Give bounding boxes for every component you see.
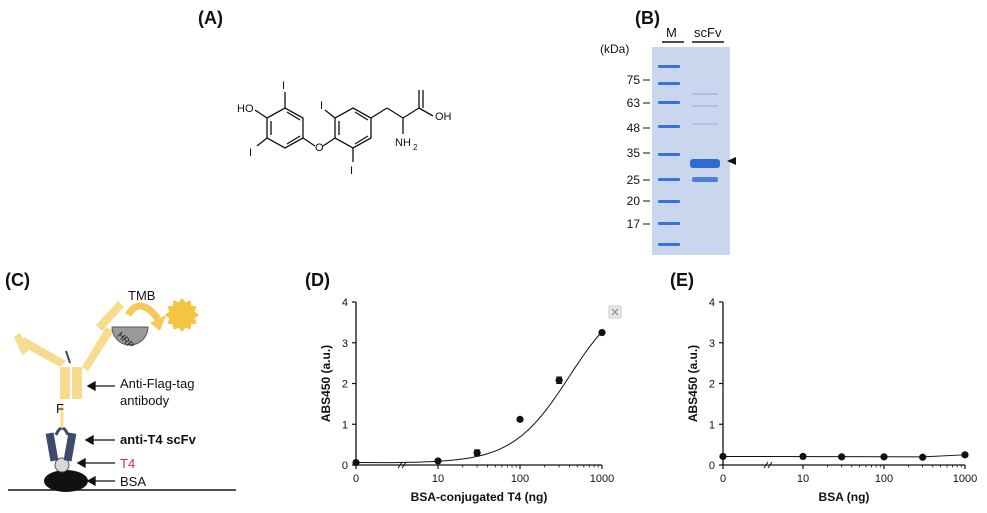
gel-unit-label: (kDa) (600, 42, 629, 56)
x-tick-label: 100 (511, 473, 529, 485)
x-axis-label: BSA-conjugated T4 (ng) (411, 490, 548, 504)
marker-band (658, 243, 680, 246)
marker-band (658, 65, 680, 68)
atom-iodine: I (320, 100, 323, 112)
y-tick-label: 3 (709, 338, 715, 350)
marker-label: 35 (627, 146, 641, 160)
fit-curve (355, 331, 603, 464)
panel-label-e: (E) (670, 270, 694, 290)
lane-label-scfv: scFv (694, 25, 722, 40)
scfv-band-minor (692, 177, 718, 182)
antibody-arm-right (82, 327, 114, 371)
atom-iodine: I (282, 80, 285, 92)
x-tick-label: 0 (353, 473, 359, 485)
data-point (352, 458, 360, 467)
tmb-label: TMB (128, 288, 155, 303)
panel-label-d: (D) (305, 270, 330, 290)
atom-ho: HO (237, 103, 254, 115)
x-tick-label: 10 (432, 473, 444, 485)
atom-nh2: NH (395, 137, 411, 149)
marker-label: 48 (627, 121, 641, 135)
y-tick-label: 1 (709, 419, 715, 431)
y-tick-label: 4 (709, 297, 715, 309)
y-tick-label: 2 (709, 379, 715, 391)
data-point (719, 452, 727, 461)
data-point (961, 451, 969, 459)
tmb-product-icon (165, 298, 199, 332)
panel-label-a: (A) (198, 8, 223, 28)
antibody-label: Anti-Flag-tag (120, 376, 194, 391)
atom-oh: OH (435, 111, 452, 123)
antibody-fc (72, 367, 82, 399)
data-point (516, 415, 524, 423)
y-axis-label: ABS450 (a.u.) (686, 345, 700, 422)
panel-label-c: (C) (5, 270, 30, 290)
band-arrowhead-icon (727, 157, 736, 165)
data-point (919, 453, 927, 461)
x-tick-label: 100 (875, 473, 893, 485)
t4-sphere (54, 457, 70, 473)
marker-label: 63 (627, 96, 641, 110)
data-point (473, 449, 481, 457)
marker-label: 75 (627, 73, 641, 87)
marker-band (658, 125, 680, 128)
tmb-arrow (124, 302, 161, 322)
atom-iodine: I (350, 165, 353, 177)
x-tick-label: 0 (720, 473, 726, 485)
y-tick-label: 0 (342, 460, 348, 472)
t4-label: T4 (120, 456, 135, 471)
antibody-arm-left (20, 337, 66, 367)
x-tick-label: 1000 (953, 473, 977, 485)
elisa-schematic: F HRP TMB Anti-Flag-tag antibody anti-T4… (8, 288, 236, 492)
y-tick-label: 1 (342, 419, 348, 431)
data-point (838, 453, 846, 461)
marker-band (658, 222, 680, 225)
data-point (880, 453, 888, 461)
chart-e: 0 1 2 3 4 0 10 100 1000 BSA (ng) ABS450 (a.u.) (686, 297, 977, 504)
chart-d: 0 1 2 3 4 0 10 100 1000 BSA-conjugated T4 (ng) ABS… (319, 297, 622, 504)
marker-band (658, 200, 680, 203)
flag-tag-label: F (56, 401, 64, 416)
data-point (434, 457, 442, 465)
lane-label-marker: M (666, 25, 677, 40)
marker-band (658, 153, 680, 156)
y-tick-label: 4 (342, 297, 348, 309)
bsa-label: BSA (120, 474, 146, 489)
scfv-label: anti-T4 scFv (120, 432, 197, 447)
atom-oxygen: O (315, 142, 324, 154)
panel-label-b: (B) (635, 8, 660, 28)
y-axis-label: ABS450 (a.u.) (319, 345, 333, 422)
data-point (555, 376, 563, 384)
molecule-structure: HO I I O I I OH NH 2 (237, 80, 452, 177)
scfv-band-main (690, 159, 720, 168)
marker-label: 20 (627, 194, 641, 208)
y-tick-label: 2 (342, 379, 348, 391)
gel-image: (kDa) M scFv 75 63 48 35 25 20 17 (600, 25, 736, 255)
antibody-fc (60, 367, 70, 399)
atom-nh2-subscript: 2 (413, 143, 418, 152)
gel-background (652, 47, 730, 255)
y-tick-label: 0 (709, 460, 715, 472)
marker-label: 25 (627, 173, 641, 187)
data-point (598, 328, 606, 337)
antibody-label-2: antibody (120, 393, 170, 408)
hrp-enzyme (111, 326, 149, 346)
marker-band (658, 82, 680, 85)
x-tick-label: 10 (797, 473, 809, 485)
scfv-domain (45, 432, 59, 462)
atom-iodine: I (249, 147, 252, 159)
bsa-blob (44, 470, 88, 492)
data-point (799, 452, 807, 461)
marker-band (658, 178, 680, 181)
y-tick-label: 3 (342, 338, 348, 350)
marker-band (658, 101, 680, 104)
x-tick-label: 1000 (590, 473, 614, 485)
marker-label: 17 (627, 217, 641, 231)
x-axis-label: BSA (ng) (819, 490, 870, 504)
scfv-domain (63, 432, 77, 462)
